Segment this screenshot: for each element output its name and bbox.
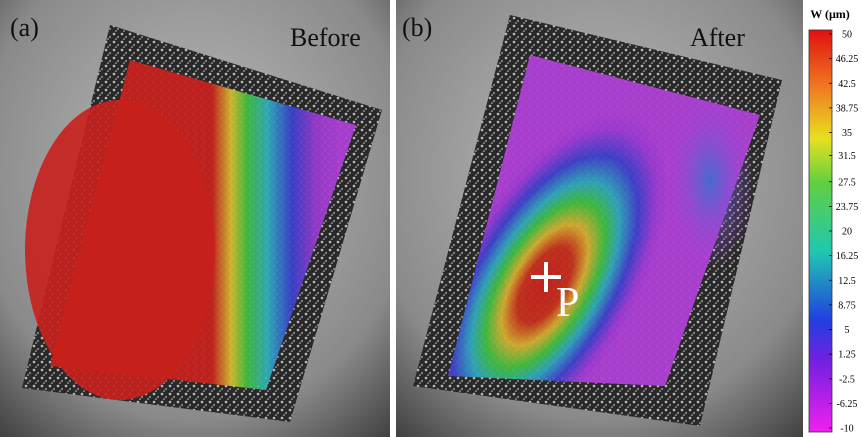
tick-label: -10 (840, 424, 853, 435)
tick-label: 1.25 (838, 350, 856, 361)
tick-label: -6.25 (837, 399, 858, 410)
tick-label: 27.5 (838, 177, 856, 188)
point-label: P (556, 280, 579, 326)
colorbar-title: W (μm) (810, 7, 850, 21)
tick-label: 35 (842, 128, 852, 139)
tick-label: 23.75 (836, 202, 859, 213)
tick-label: 16.25 (836, 251, 859, 262)
colorbar-gradient (809, 30, 832, 432)
tick-label: 42.5 (838, 79, 856, 90)
figure: (a) Before P (b) After W (μm) 50 46.25 42.… (0, 0, 862, 437)
field-core (25, 100, 215, 400)
tick-label: 46.25 (836, 54, 859, 65)
tick-label: 5 (845, 325, 850, 336)
tick-label: 50 (842, 30, 852, 41)
panel-a: (a) Before (0, 0, 390, 437)
tick-label: 8.75 (838, 300, 856, 311)
panel-label: (a) (10, 13, 39, 42)
tick-label: 12.5 (838, 276, 856, 287)
tick-label: 38.75 (836, 103, 859, 114)
tick-label: 31.5 (838, 151, 856, 162)
field-patch (665, 90, 755, 270)
tick-label: -2.5 (839, 374, 855, 385)
panel-label: (b) (402, 13, 432, 42)
panel-title: Before (290, 23, 361, 52)
panel-title: After (690, 23, 745, 52)
tick-label: 20 (842, 227, 852, 238)
colorbar: W (μm) 50 46.25 42.5 38.75 35 31.5 27.5 23.75 20… (809, 7, 858, 435)
panel-b: P (b) After (396, 0, 803, 437)
